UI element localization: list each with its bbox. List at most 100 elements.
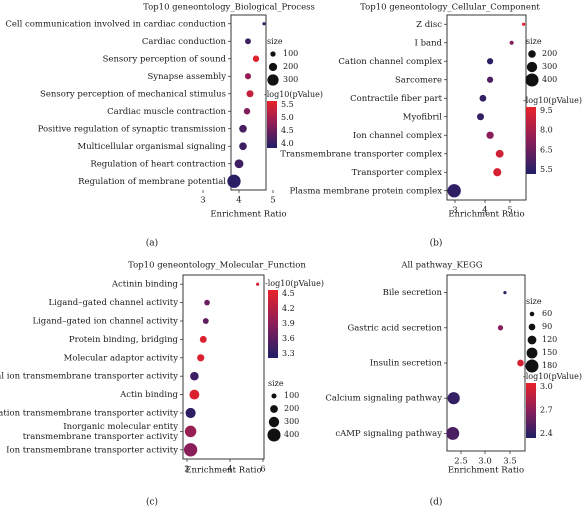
data-point xyxy=(239,142,247,151)
x-tick-label: 3 xyxy=(452,206,457,216)
data-point xyxy=(493,168,502,177)
panel-title: All pathway_KEGG xyxy=(400,261,482,271)
color-legend-label: 4.2 xyxy=(282,304,295,313)
x-tick-label: 5 xyxy=(507,206,512,216)
color-legend-label: 3.6 xyxy=(282,334,295,343)
x-axis-label: Enrichment Ratio xyxy=(210,210,286,220)
color-legend-bar xyxy=(268,290,278,358)
plot-frame xyxy=(230,14,267,191)
size-legend-label: 60 xyxy=(542,309,552,318)
data-point xyxy=(262,22,266,26)
color-legend-title: -log10(pValue) xyxy=(265,279,324,288)
color-legend-label: 2.4 xyxy=(540,429,553,438)
color-legend-label: 5.5 xyxy=(281,100,294,109)
plot-frame xyxy=(446,274,526,452)
size-legend-title: size xyxy=(526,297,542,306)
data-point xyxy=(252,55,260,62)
x-axis-label: Enrichment Ratio xyxy=(448,210,524,220)
size-legend-dot xyxy=(525,359,539,373)
data-point xyxy=(243,108,251,115)
size-legend-label: 120 xyxy=(542,335,557,344)
size-legend-label: 300 xyxy=(283,75,298,84)
y-tick-label: Actinin binding xyxy=(111,280,179,290)
y-tick-label: Inorganic molecular entity xyxy=(63,422,178,432)
data-point xyxy=(509,40,514,45)
y-tick-label: Transporter complex xyxy=(352,168,443,178)
y-tick-label: Sensory perception of mechanical stimulu… xyxy=(40,89,226,99)
color-legend-label: 5.5 xyxy=(540,165,553,174)
color-legend-bar xyxy=(526,107,536,174)
data-point xyxy=(486,131,494,139)
data-point xyxy=(522,22,526,26)
panel-label: (c) xyxy=(146,497,158,508)
size-legend-dot xyxy=(528,50,536,58)
color-legend-label: 9.5 xyxy=(540,106,553,115)
x-tick-label: 3 xyxy=(200,196,205,206)
color-legend-label: 4.0 xyxy=(281,139,294,148)
data-point xyxy=(189,389,200,400)
size-legend-dot xyxy=(270,51,276,57)
y-tick-label: Sensory perception of sound xyxy=(103,54,227,64)
y-tick-label: Transmembrane transporter complex xyxy=(280,149,442,159)
size-legend-label: 200 xyxy=(542,49,557,58)
size-legend-label: 400 xyxy=(284,430,299,439)
y-tick-label: Plasma membrane protein complex xyxy=(289,186,442,196)
x-tick-label: 4 xyxy=(482,206,487,216)
panel-title: Top10 geneontology_Molecular_Function xyxy=(128,261,306,271)
x-tick-label: 2 xyxy=(184,465,189,475)
color-legend-label: 4.5 xyxy=(282,289,295,298)
y-tick-label: I band xyxy=(415,38,443,48)
data-point xyxy=(197,354,205,362)
y-tick-label: transmembrane transporter activity xyxy=(23,432,178,442)
y-tick-label: Actin binding xyxy=(119,390,178,400)
data-point xyxy=(447,392,460,405)
x-tick-label: 4 xyxy=(236,196,241,206)
y-tick-label: Myofibril xyxy=(403,112,443,122)
data-point xyxy=(495,149,504,158)
size-legend-dot xyxy=(525,73,539,87)
size-legend-label: 100 xyxy=(284,391,299,400)
size-legend-label: 200 xyxy=(284,404,299,413)
size-legend-dot xyxy=(528,323,536,331)
x-tick-label: 5 xyxy=(270,196,275,206)
size-legend-title: size xyxy=(267,37,283,46)
y-tick-label: Calcium signaling pathway xyxy=(325,394,442,404)
y-tick-label: Regulation of membrane potential xyxy=(78,177,226,187)
y-tick-label: Cation transmembrane transporter activit… xyxy=(0,409,178,419)
y-tick-label: Regulation of heart contraction xyxy=(90,159,226,169)
data-point xyxy=(503,291,507,295)
size-legend-dot xyxy=(526,61,538,73)
data-point xyxy=(246,90,254,98)
size-legend-dot xyxy=(529,311,535,317)
y-tick-label: Insulin secretion xyxy=(370,359,443,369)
size-legend-dot xyxy=(267,428,281,442)
color-legend-title: -log10(pValue) xyxy=(264,90,323,99)
data-point xyxy=(447,184,461,198)
data-point xyxy=(199,335,207,343)
plot-frame xyxy=(446,14,527,201)
size-legend-label: 150 xyxy=(542,348,557,357)
data-point xyxy=(517,359,524,367)
color-legend-label: 3.3 xyxy=(282,349,295,358)
y-tick-label: Cation channel complex xyxy=(338,57,442,67)
data-point xyxy=(190,371,199,381)
y-tick-label: Gastric acid secretion xyxy=(347,323,442,333)
y-tick-label: Multicellular organismal signaling xyxy=(78,142,227,152)
color-legend-title: -log10(pValue) xyxy=(523,372,582,381)
size-legend-title: size xyxy=(268,379,284,388)
y-tick-label: Contractile fiber part xyxy=(350,94,442,104)
y-tick-label: Molecular adaptor activity xyxy=(64,353,179,363)
color-legend-label: 3.0 xyxy=(540,382,553,391)
panel-title: Top10 geneontology_Cellular_Component xyxy=(360,3,540,13)
panel-1: Top10 geneontology_Biological_Process Cel… xyxy=(5,3,323,249)
panel-title: Top10 geneontology_Biological_Process xyxy=(143,3,315,13)
color-legend-label: 8.0 xyxy=(540,126,553,135)
data-point xyxy=(479,94,487,102)
y-tick-label: Cardiac conduction xyxy=(142,37,227,47)
data-point xyxy=(446,426,460,440)
x-axis-label: Enrichment Ratio xyxy=(185,466,261,476)
data-point xyxy=(183,443,198,457)
x-tick-label: 3.5 xyxy=(503,457,517,467)
color-legend-bar xyxy=(267,101,277,148)
